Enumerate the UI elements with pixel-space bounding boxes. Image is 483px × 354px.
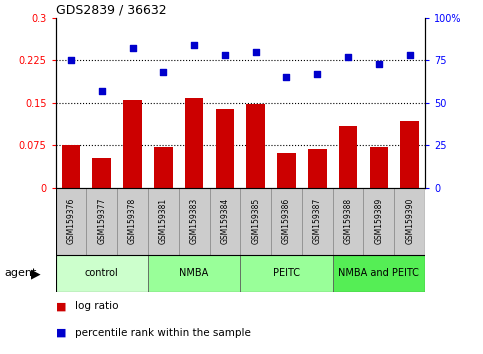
Text: GSM159388: GSM159388 bbox=[343, 198, 353, 244]
Point bbox=[159, 69, 167, 75]
Bar bbox=[333, 255, 425, 292]
Point bbox=[375, 61, 383, 67]
Text: percentile rank within the sample: percentile rank within the sample bbox=[75, 328, 251, 338]
Bar bbox=[240, 255, 333, 292]
Text: GSM159383: GSM159383 bbox=[190, 198, 199, 244]
Text: ■: ■ bbox=[56, 328, 66, 338]
Text: NMBA: NMBA bbox=[180, 268, 209, 279]
Text: GSM159376: GSM159376 bbox=[67, 198, 75, 245]
Bar bbox=[210, 188, 240, 255]
Point bbox=[98, 88, 106, 93]
Point bbox=[252, 49, 259, 55]
Point bbox=[283, 74, 290, 80]
Bar bbox=[185, 98, 203, 188]
Point bbox=[344, 54, 352, 59]
Bar bbox=[369, 147, 388, 188]
Bar bbox=[179, 188, 210, 255]
Point bbox=[190, 42, 198, 48]
Bar bbox=[148, 188, 179, 255]
Bar bbox=[123, 100, 142, 188]
Bar bbox=[302, 188, 333, 255]
Bar bbox=[148, 255, 241, 292]
Point bbox=[67, 57, 75, 63]
Bar bbox=[246, 104, 265, 188]
Bar bbox=[333, 188, 364, 255]
Bar bbox=[92, 158, 111, 188]
Text: PEITC: PEITC bbox=[273, 268, 300, 279]
Point bbox=[406, 52, 413, 58]
Text: GSM159377: GSM159377 bbox=[97, 198, 106, 245]
Point bbox=[221, 52, 229, 58]
Text: GSM159390: GSM159390 bbox=[405, 198, 414, 245]
Text: GSM159384: GSM159384 bbox=[220, 198, 229, 244]
Bar bbox=[271, 188, 302, 255]
Text: GSM159389: GSM159389 bbox=[374, 198, 384, 244]
Bar bbox=[62, 145, 80, 188]
Bar bbox=[154, 147, 172, 188]
Bar bbox=[400, 121, 419, 188]
Bar bbox=[277, 153, 296, 188]
Bar bbox=[215, 109, 234, 188]
Bar bbox=[364, 188, 394, 255]
Bar bbox=[339, 126, 357, 188]
Bar bbox=[240, 188, 271, 255]
Text: ■: ■ bbox=[56, 301, 66, 311]
Text: GSM159386: GSM159386 bbox=[282, 198, 291, 244]
Text: GDS2839 / 36632: GDS2839 / 36632 bbox=[56, 4, 166, 17]
Point bbox=[128, 45, 136, 51]
Bar bbox=[117, 188, 148, 255]
Text: GSM159378: GSM159378 bbox=[128, 198, 137, 244]
Bar bbox=[86, 188, 117, 255]
Bar bbox=[308, 149, 327, 188]
Text: GSM159387: GSM159387 bbox=[313, 198, 322, 244]
Bar bbox=[394, 188, 425, 255]
Bar bbox=[56, 255, 148, 292]
Text: GSM159385: GSM159385 bbox=[251, 198, 260, 244]
Text: NMBA and PEITC: NMBA and PEITC bbox=[339, 268, 419, 279]
Text: control: control bbox=[85, 268, 119, 279]
Text: agent: agent bbox=[5, 268, 37, 279]
Text: ▶: ▶ bbox=[31, 267, 41, 280]
Text: log ratio: log ratio bbox=[75, 301, 118, 311]
Point bbox=[313, 71, 321, 76]
Bar bbox=[56, 188, 86, 255]
Text: GSM159381: GSM159381 bbox=[159, 198, 168, 244]
